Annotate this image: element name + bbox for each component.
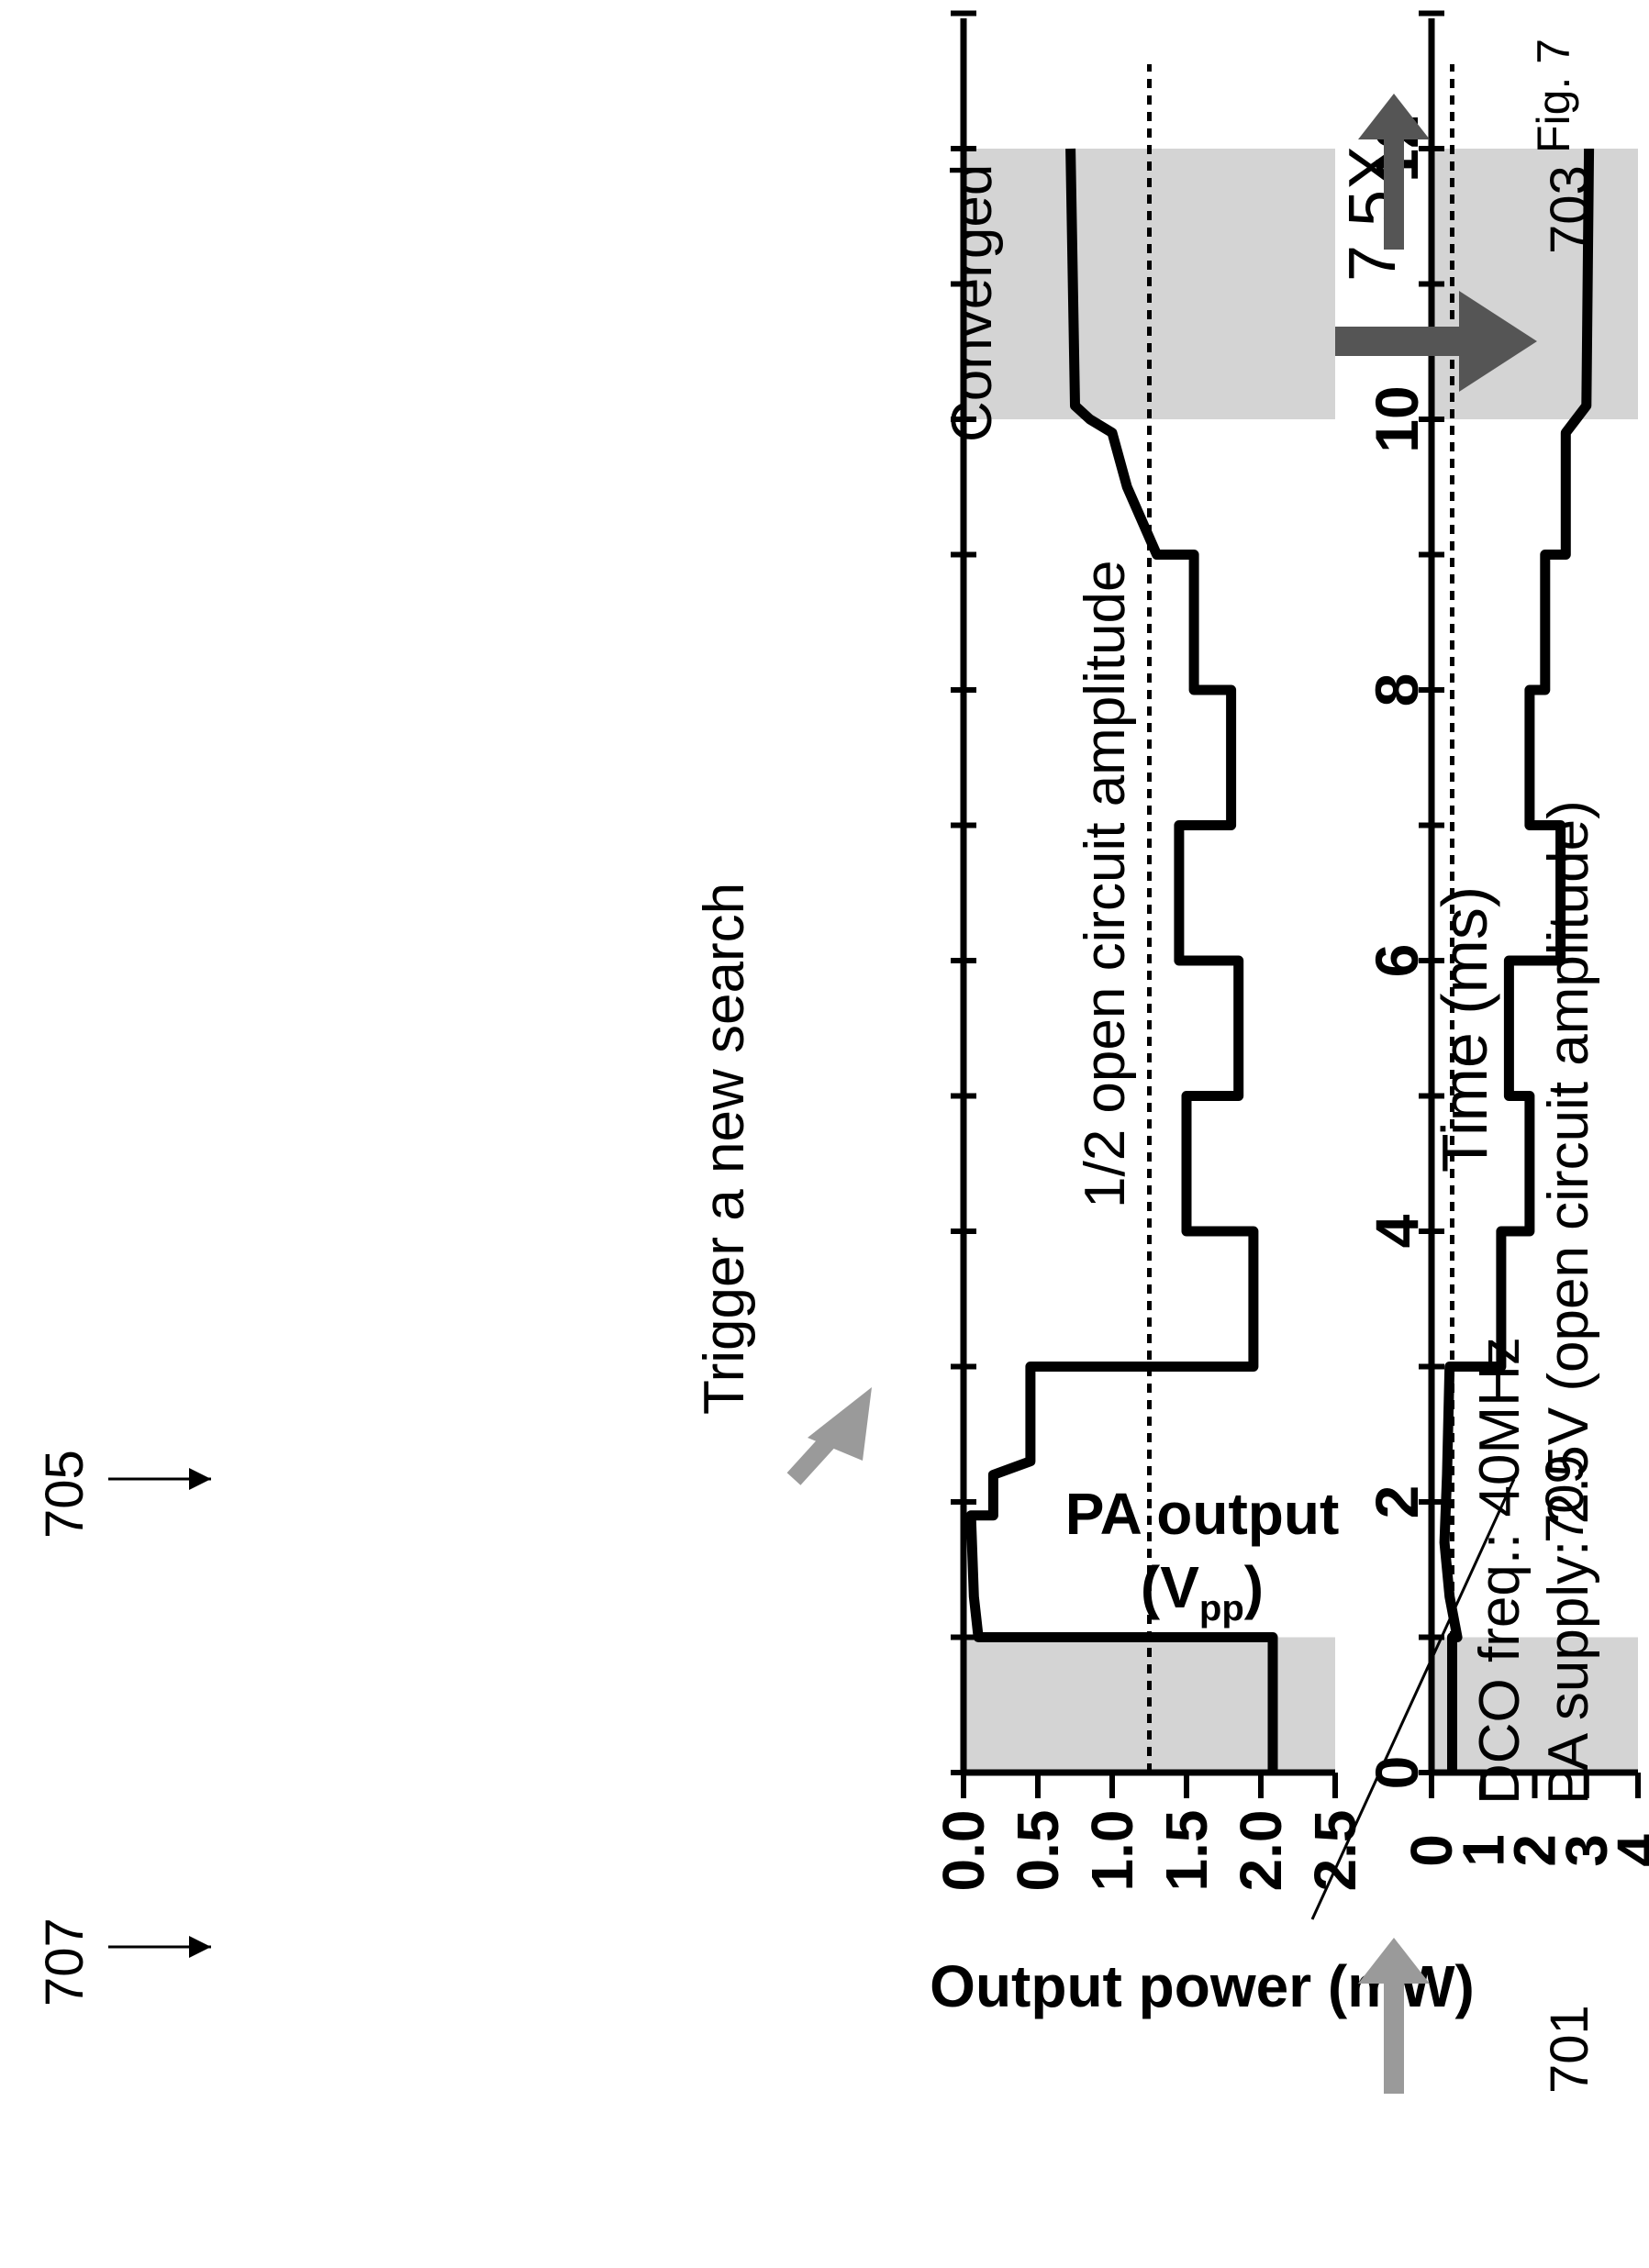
annotation-pa-supply: PA supply: 2.5V (open circuit amplitude) — [1537, 800, 1600, 1805]
bottom-y-axis-label: PA output (Vpp) — [1065, 1481, 1340, 1629]
x-tick-labels: 024681012 — [1363, 115, 1431, 1789]
annotation-half-amplitude: 1/2 open circuit amplitude — [1074, 560, 1137, 1208]
bottom-y-axis-unit: (Vpp) — [1141, 1554, 1264, 1629]
unit-subscript: pp — [1199, 1588, 1244, 1629]
ref-label-701: 701 — [1540, 2005, 1599, 2094]
top-axes — [1419, 10, 1641, 1798]
annotation-dco-freq: DCO freq.: 40MHz — [1468, 1337, 1532, 1805]
y-tick-label: 0.0 — [930, 1810, 997, 1892]
shaded-region-1 — [1432, 1637, 1638, 1773]
bottom-data-trace — [965, 148, 1278, 1773]
top-y-tick-labels: 01234 — [1398, 1834, 1649, 1867]
gain-arrow-head — [1459, 291, 1537, 392]
bottom-y-axis-label-main: PA output — [1065, 1481, 1340, 1547]
start-arrow-shaft — [1384, 1984, 1404, 2094]
trigger-arrow-head — [808, 1387, 872, 1461]
bottom-y-tick-labels: 0.0 0.5 1.0 1.5 2.0 2.5 — [930, 1810, 1368, 1892]
y-tick-label: 0 — [1398, 1834, 1465, 1867]
x-tick-label: 4 — [1363, 1214, 1431, 1248]
x-tick-label: 6 — [1363, 944, 1431, 978]
y-tick-label: 2 — [1502, 1834, 1568, 1867]
annotation-trigger-search: Trigger a new search — [693, 883, 756, 1415]
bottom-axes — [951, 10, 1338, 1798]
x-tick-label: 10 — [1363, 385, 1431, 452]
ref-label-707: 707 — [35, 1918, 95, 2007]
unit-suffix: ) — [1244, 1554, 1264, 1620]
ref-label-705: 705 — [35, 1450, 95, 1539]
unit-prefix: (V — [1141, 1554, 1199, 1620]
x-tick-label: 2 — [1363, 1485, 1431, 1519]
start-arrow-head — [1358, 1938, 1430, 1984]
figure-label: Fig. 7 — [1528, 39, 1579, 153]
y-tick-label: 2.0 — [1228, 1810, 1294, 1892]
y-tick-label: 1.5 — [1153, 1810, 1220, 1892]
y-tick-label: 1 — [1450, 1834, 1516, 1867]
end-arrow-shaft — [1384, 139, 1404, 250]
top-panel: 01234 Output power (mW) PA supply: 2.5V … — [35, 10, 1649, 2019]
ref-leader-709 — [1310, 1478, 1516, 1920]
y-tick-label: 4 — [1605, 1834, 1649, 1867]
end-arrow-head — [1358, 94, 1430, 139]
x-axis-label: Time (ms) — [1429, 886, 1500, 1173]
ref-label-703: 703 — [1540, 165, 1599, 254]
top-data-trace — [1439, 148, 1595, 1773]
y-tick-label: 0.5 — [1005, 1810, 1071, 1892]
annotation-converged: Converged — [941, 164, 1004, 442]
y-tick-label: 1.0 — [1079, 1810, 1145, 1892]
bottom-panel: 0.00.51.01.52.02.5 024681012 Time (ms) P… — [35, 10, 1599, 2094]
x-tick-label: 8 — [1363, 673, 1431, 707]
ref-label-709: 709 — [1535, 1454, 1595, 1543]
y-tick-label: 3 — [1554, 1834, 1620, 1867]
